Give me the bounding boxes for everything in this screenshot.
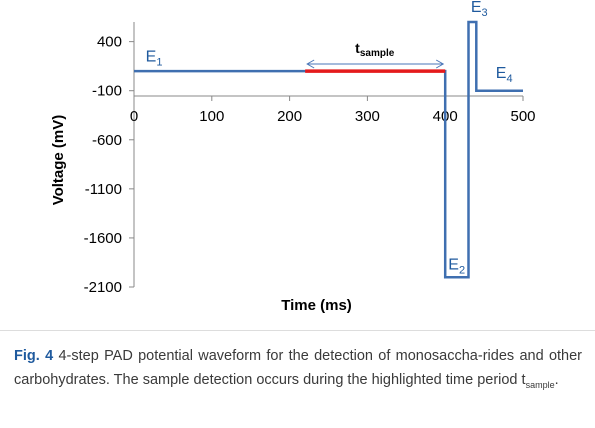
sample-arrow-head-left (306, 59, 315, 69)
y-tick-label: -100 (92, 83, 122, 100)
x-axis-title: Time (ms) (281, 297, 352, 314)
x-tick-label: 0 (130, 108, 138, 125)
x-tick-label: 200 (277, 108, 302, 125)
caption-divider (0, 330, 595, 331)
x-tick-label: 500 (510, 108, 535, 125)
sample-arrow-head-right (435, 59, 445, 69)
series-line (134, 20, 523, 279)
y-tick-label: 400 (97, 34, 122, 51)
step-label: E1 (146, 48, 163, 68)
step-label: E3 (471, 0, 488, 19)
caption-text: 4-step PAD potential waveform for the de… (14, 348, 582, 388)
y-tick-label: -1100 (85, 181, 122, 198)
y-tick-label: -1600 (84, 230, 122, 247)
caption-subscript: sample (525, 379, 555, 390)
caption-end: . (554, 372, 559, 388)
figure-label: Fig. 4 (14, 348, 54, 364)
y-axis-title: Voltage (mV) (50, 115, 67, 206)
sample-period-label: tsample (355, 40, 395, 59)
x-tick-label: 100 (199, 108, 224, 125)
y-tick-label: -2100 (84, 279, 122, 296)
figure-caption: Fig. 4 4-step PAD potential waveform for… (14, 344, 582, 397)
step-label: E2 (448, 256, 465, 276)
chart: 400-100-600-1100-1600-2100 0 100 200 300 400… (50, 0, 536, 314)
y-tick-label: -600 (92, 132, 122, 149)
x-tick-label: 300 (355, 108, 380, 125)
step-label: E4 (496, 65, 513, 85)
